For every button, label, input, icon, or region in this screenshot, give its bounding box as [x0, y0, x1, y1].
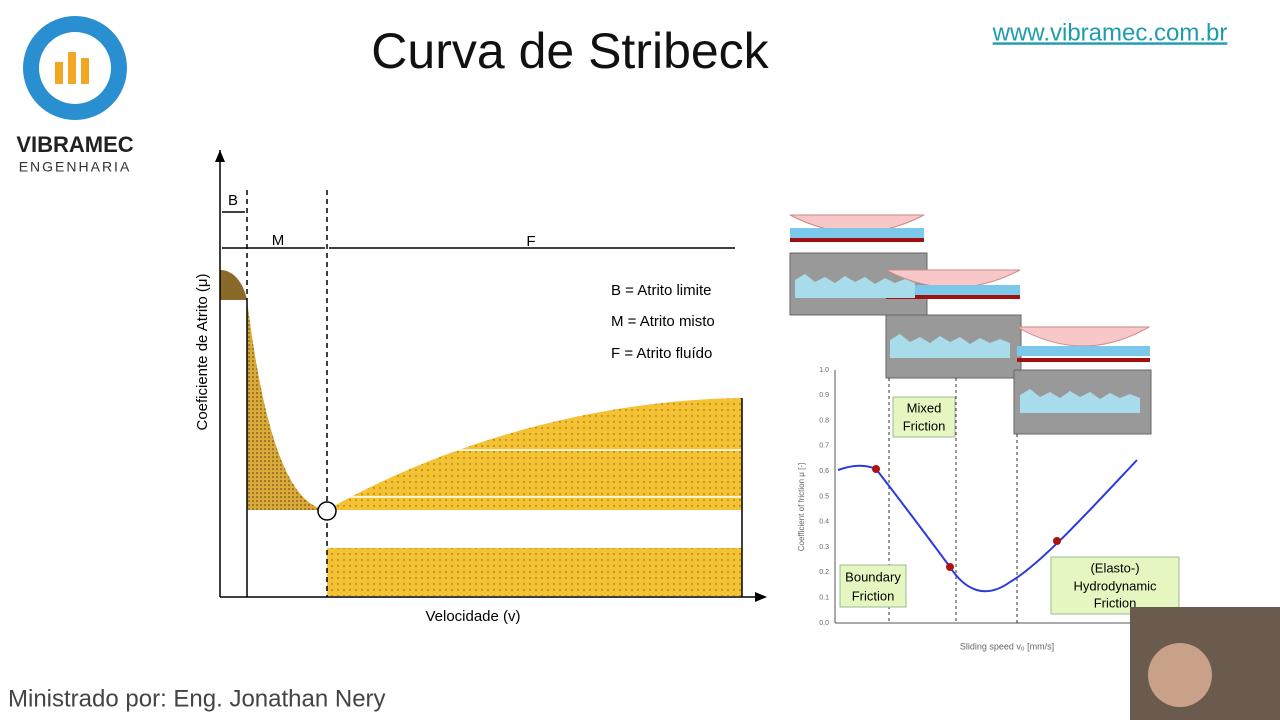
label-box [1050, 556, 1180, 615]
region-label: Friction [903, 418, 946, 433]
lubricant-film [1017, 346, 1150, 356]
y-tick-label: 0.0 [819, 620, 829, 627]
legend-item: B = Atrito limite [611, 282, 711, 299]
arrow-head [215, 150, 225, 162]
legend-item: F = Atrito fluído [611, 345, 712, 362]
asperity-gap [795, 274, 915, 298]
y-tick-label: 0.1 [819, 595, 829, 602]
presenter: Ministrado por: Eng. Jonathan Nery [8, 685, 386, 712]
surface [1017, 358, 1150, 362]
y-tick-label: 1.0 [819, 367, 829, 374]
logo-name: VIBRAMEC [16, 132, 133, 157]
y-tick-label: 0.7 [819, 443, 829, 450]
fluid-region [327, 398, 742, 510]
logo: VIBRAMEC ENGENHARIA [16, 16, 134, 175]
region-label: F [526, 233, 535, 250]
region-label: M [272, 232, 285, 249]
mixed-region [247, 300, 327, 510]
logo-bar [68, 52, 76, 84]
arrow-head [755, 592, 767, 602]
curve-point [1053, 537, 1061, 545]
left-diagram: B M F B = Atrito limite M = Atrito misto… [194, 150, 767, 625]
legend-item: M = Atrito misto [611, 313, 715, 330]
transition-point [317, 501, 337, 521]
surface [790, 238, 924, 242]
region-label: Friction [1094, 595, 1137, 610]
y-tick-label: 0.9 [819, 392, 829, 399]
x-axis-label: Sliding speed v₀ [mm/s] [960, 641, 1054, 651]
curve-point [946, 563, 954, 571]
y-tick-label: 0.8 [819, 417, 829, 424]
logo-bar [81, 58, 89, 84]
y-tick-label: 0.4 [819, 519, 829, 526]
region-label: (Elasto-) [1090, 560, 1139, 575]
y-tick-label: 0.6 [819, 468, 829, 475]
boundary-region [220, 270, 247, 300]
y-tick-label: 0.3 [819, 544, 829, 551]
label-box [892, 396, 956, 438]
region-label: Friction [852, 588, 895, 603]
region-label: Hydrodynamic [1073, 578, 1157, 593]
region-label: Boundary [845, 569, 901, 584]
region-label: Mixed [907, 400, 942, 415]
lubricant-film [886, 285, 1020, 295]
fluid-band [327, 548, 742, 596]
right-diagram: 1.00.90.80.70.60.50.40.30.20.10.0 Mixed … [789, 214, 1180, 651]
y-axis-label: Coeficiente de Atrito (μ) [194, 273, 211, 430]
logo-subtitle: ENGENHARIA [19, 159, 132, 175]
title: Curva de Stribeck [371, 23, 769, 79]
lubricant-film [790, 228, 924, 238]
url-link[interactable]: www.vibramec.com.br [992, 19, 1228, 46]
region-label: B [228, 192, 238, 209]
y-axis-label: Coefficient of friction μ [-] [797, 463, 806, 552]
asperity-gap [890, 334, 1010, 358]
y-tick-label: 0.2 [819, 569, 829, 576]
logo-bar [55, 62, 63, 84]
contact-body [1015, 326, 1151, 347]
x-axis-label: Velocidade (v) [425, 608, 520, 625]
surface [886, 295, 1020, 299]
label-box [839, 564, 907, 608]
y-ticks: 1.0 0.9 0.8 0.7 0.6 0.5 0.4 0.3 0.2 0.1 0.0 [819, 367, 829, 627]
asperity-gap [1020, 389, 1140, 413]
webcam-face [1148, 643, 1212, 707]
curve-point [872, 465, 880, 473]
y-tick-label: 0.5 [819, 493, 829, 500]
